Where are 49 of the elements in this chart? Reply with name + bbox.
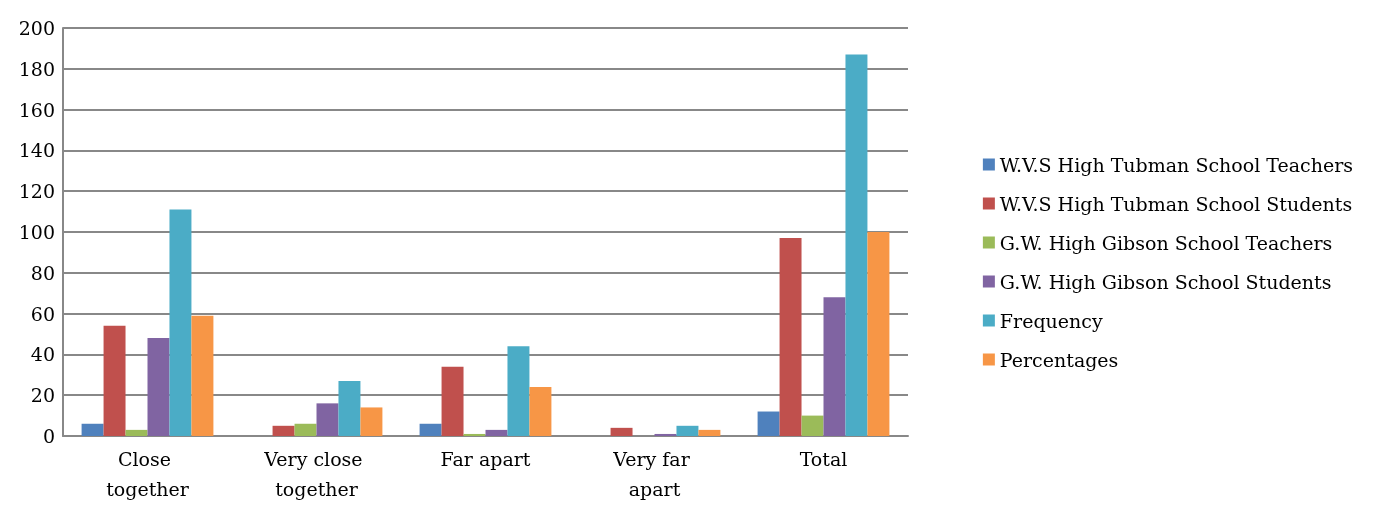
y-tick-label: 40 [30, 343, 55, 366]
x-tick-label: Very close together [263, 448, 369, 500]
bar [316, 403, 339, 436]
bar [441, 366, 464, 436]
y-tick-label: 180 [18, 57, 55, 80]
bar [801, 415, 824, 436]
bar [338, 380, 361, 436]
y-tick-label: 60 [30, 302, 55, 325]
bar [419, 423, 442, 436]
legend-label: W.V.S High Tubman School Students [999, 192, 1353, 215]
y-tick-label: 0 [42, 425, 55, 447]
y-tick-label: 120 [18, 180, 55, 203]
y-tick-label: 160 [18, 98, 55, 121]
legend-label: W.V.S High Tubman School Teachers [999, 153, 1354, 176]
bar [845, 54, 868, 436]
bar [698, 429, 721, 436]
bar [169, 209, 192, 436]
bar [272, 425, 295, 436]
bar [654, 433, 677, 436]
bar [294, 423, 317, 436]
x-tick-label: Far apart [440, 448, 531, 470]
bar [103, 325, 126, 436]
legend-label: G.W. High Gibson School Students [999, 270, 1332, 293]
x-tick-label: Close together [106, 448, 190, 500]
bar [125, 429, 148, 436]
bar [779, 238, 802, 436]
bar [147, 338, 170, 436]
y-tick-label: 20 [30, 384, 55, 407]
legend-label: Frequency [999, 309, 1103, 332]
x-tick-label: Total [799, 448, 848, 470]
y-tick-label: 100 [18, 221, 55, 243]
bar [191, 315, 214, 436]
bar [507, 346, 530, 436]
bar [610, 427, 633, 436]
legend-label: G.W. High Gibson School Teachers [999, 231, 1333, 254]
bar [867, 232, 890, 436]
bar [463, 433, 486, 436]
bar [529, 387, 552, 436]
bar [81, 423, 104, 436]
y-tick-label: 200 [18, 17, 55, 39]
x-tick-label: Very far apart [612, 448, 696, 500]
bar [757, 411, 780, 436]
y-tick-label: 140 [18, 139, 55, 162]
bar [360, 407, 383, 436]
y-tick-label: 80 [30, 261, 55, 284]
bar [676, 425, 699, 436]
legend-label: Percentages [999, 348, 1119, 371]
bar [823, 297, 846, 436]
bar [485, 429, 508, 436]
